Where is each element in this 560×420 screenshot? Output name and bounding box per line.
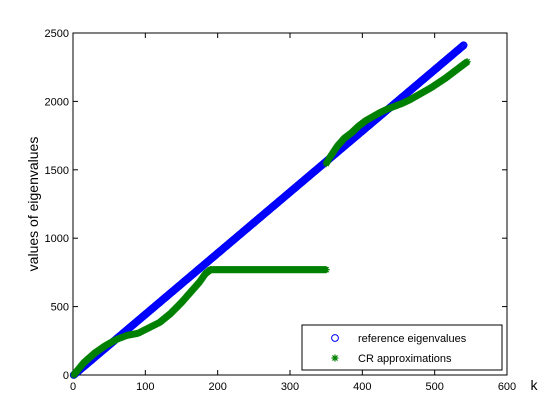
- y-tick-label: 2000: [45, 96, 69, 108]
- reference-point: [458, 42, 467, 51]
- legend-label-cr: CR approximations: [358, 353, 452, 365]
- legend-label-reference: reference eigenvalues: [358, 333, 467, 345]
- x-tick-label: 0: [70, 381, 76, 393]
- x-tick-label: 100: [136, 381, 154, 393]
- y-axis-label: values of eigenvalues: [25, 137, 41, 272]
- series-cr-approximations: [70, 58, 471, 379]
- cr-point: [322, 266, 330, 274]
- x-tick-label: 400: [353, 381, 371, 393]
- x-axis: 0 100 200 300 400 500 600: [70, 33, 516, 393]
- x-axis-label: k: [531, 377, 539, 393]
- reference-point: [457, 43, 466, 52]
- x-tick-label: 500: [425, 381, 443, 393]
- legend: reference eigenvalues CR approximations: [301, 324, 503, 371]
- cr-point: [463, 58, 471, 66]
- y-tick-label: 500: [51, 302, 69, 314]
- reference-point: [458, 42, 467, 50]
- x-tick-label: 600: [498, 381, 516, 393]
- x-tick-label: 300: [281, 381, 299, 393]
- y-tick-label: 1000: [45, 233, 69, 245]
- y-tick-label: 0: [63, 370, 69, 382]
- y-tick-label: 2500: [45, 28, 69, 40]
- legend-box: [301, 324, 503, 371]
- legend-marker-cr: [331, 354, 339, 362]
- x-tick-label: 200: [208, 381, 226, 393]
- y-axis: 0 500 1000 1500 2000 2500: [45, 28, 507, 382]
- reference-point: [459, 41, 468, 50]
- legend-marker-reference: [331, 334, 339, 342]
- y-tick-label: 1500: [45, 165, 69, 177]
- data-marks: [69, 41, 471, 379]
